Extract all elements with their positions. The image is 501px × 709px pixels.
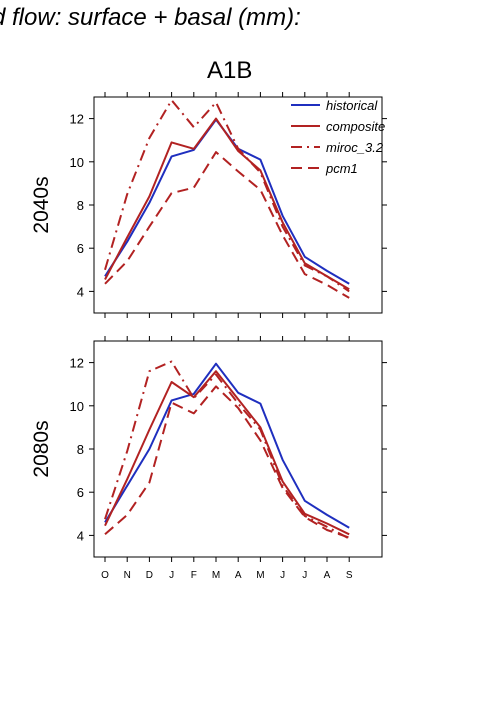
x-tick-label: J bbox=[169, 570, 174, 581]
x-tick-label: J bbox=[280, 570, 285, 581]
x-tick-label: D bbox=[146, 570, 153, 581]
y-tick-label: 4 bbox=[77, 528, 84, 543]
x-tick-label: F bbox=[191, 570, 197, 581]
x-tick-label: S bbox=[346, 570, 353, 581]
y-tick-label: 6 bbox=[77, 485, 84, 500]
x-tick-label: M bbox=[256, 570, 264, 581]
y-tick-label: 8 bbox=[77, 442, 84, 457]
series-line-miroc_3.2 bbox=[104, 360, 350, 540]
x-tick-label: O bbox=[101, 570, 109, 581]
y-tick-label: 12 bbox=[70, 112, 84, 127]
series-line-historical bbox=[104, 362, 350, 529]
legend-label-miroc_3.2: miroc_3.2 bbox=[326, 140, 384, 155]
series-line-miroc_3.2 bbox=[104, 99, 350, 293]
page-title: d flow: surface + basal (mm): bbox=[0, 4, 301, 31]
series-line-pcm1 bbox=[104, 151, 350, 299]
legend-label-composite: composite bbox=[326, 119, 385, 134]
x-tick-label: M bbox=[212, 570, 220, 581]
series-line-composite bbox=[104, 117, 350, 291]
legend-label-pcm1: pcm1 bbox=[325, 161, 358, 176]
y-tick-label: 6 bbox=[77, 241, 84, 256]
series-line-composite bbox=[104, 370, 350, 536]
panel-label: 2080s bbox=[30, 420, 53, 477]
y-tick-label: 8 bbox=[77, 198, 84, 213]
x-tick-label: J bbox=[302, 570, 307, 581]
y-tick-label: 12 bbox=[70, 356, 84, 371]
plot-frame-2080s bbox=[93, 340, 383, 558]
panel-label: 2040s bbox=[30, 176, 53, 233]
y-tick-label: 10 bbox=[70, 155, 84, 170]
y-tick-label: 10 bbox=[70, 399, 84, 414]
x-tick-label: A bbox=[324, 570, 331, 581]
scenario-title: A1B bbox=[207, 57, 253, 84]
legend-label-historical: historical bbox=[326, 98, 378, 113]
series-line-pcm1 bbox=[104, 385, 350, 539]
series-line-historical bbox=[104, 118, 350, 285]
y-tick-label: 4 bbox=[77, 284, 84, 299]
x-tick-label: A bbox=[235, 570, 242, 581]
x-tick-label: N bbox=[124, 570, 131, 581]
